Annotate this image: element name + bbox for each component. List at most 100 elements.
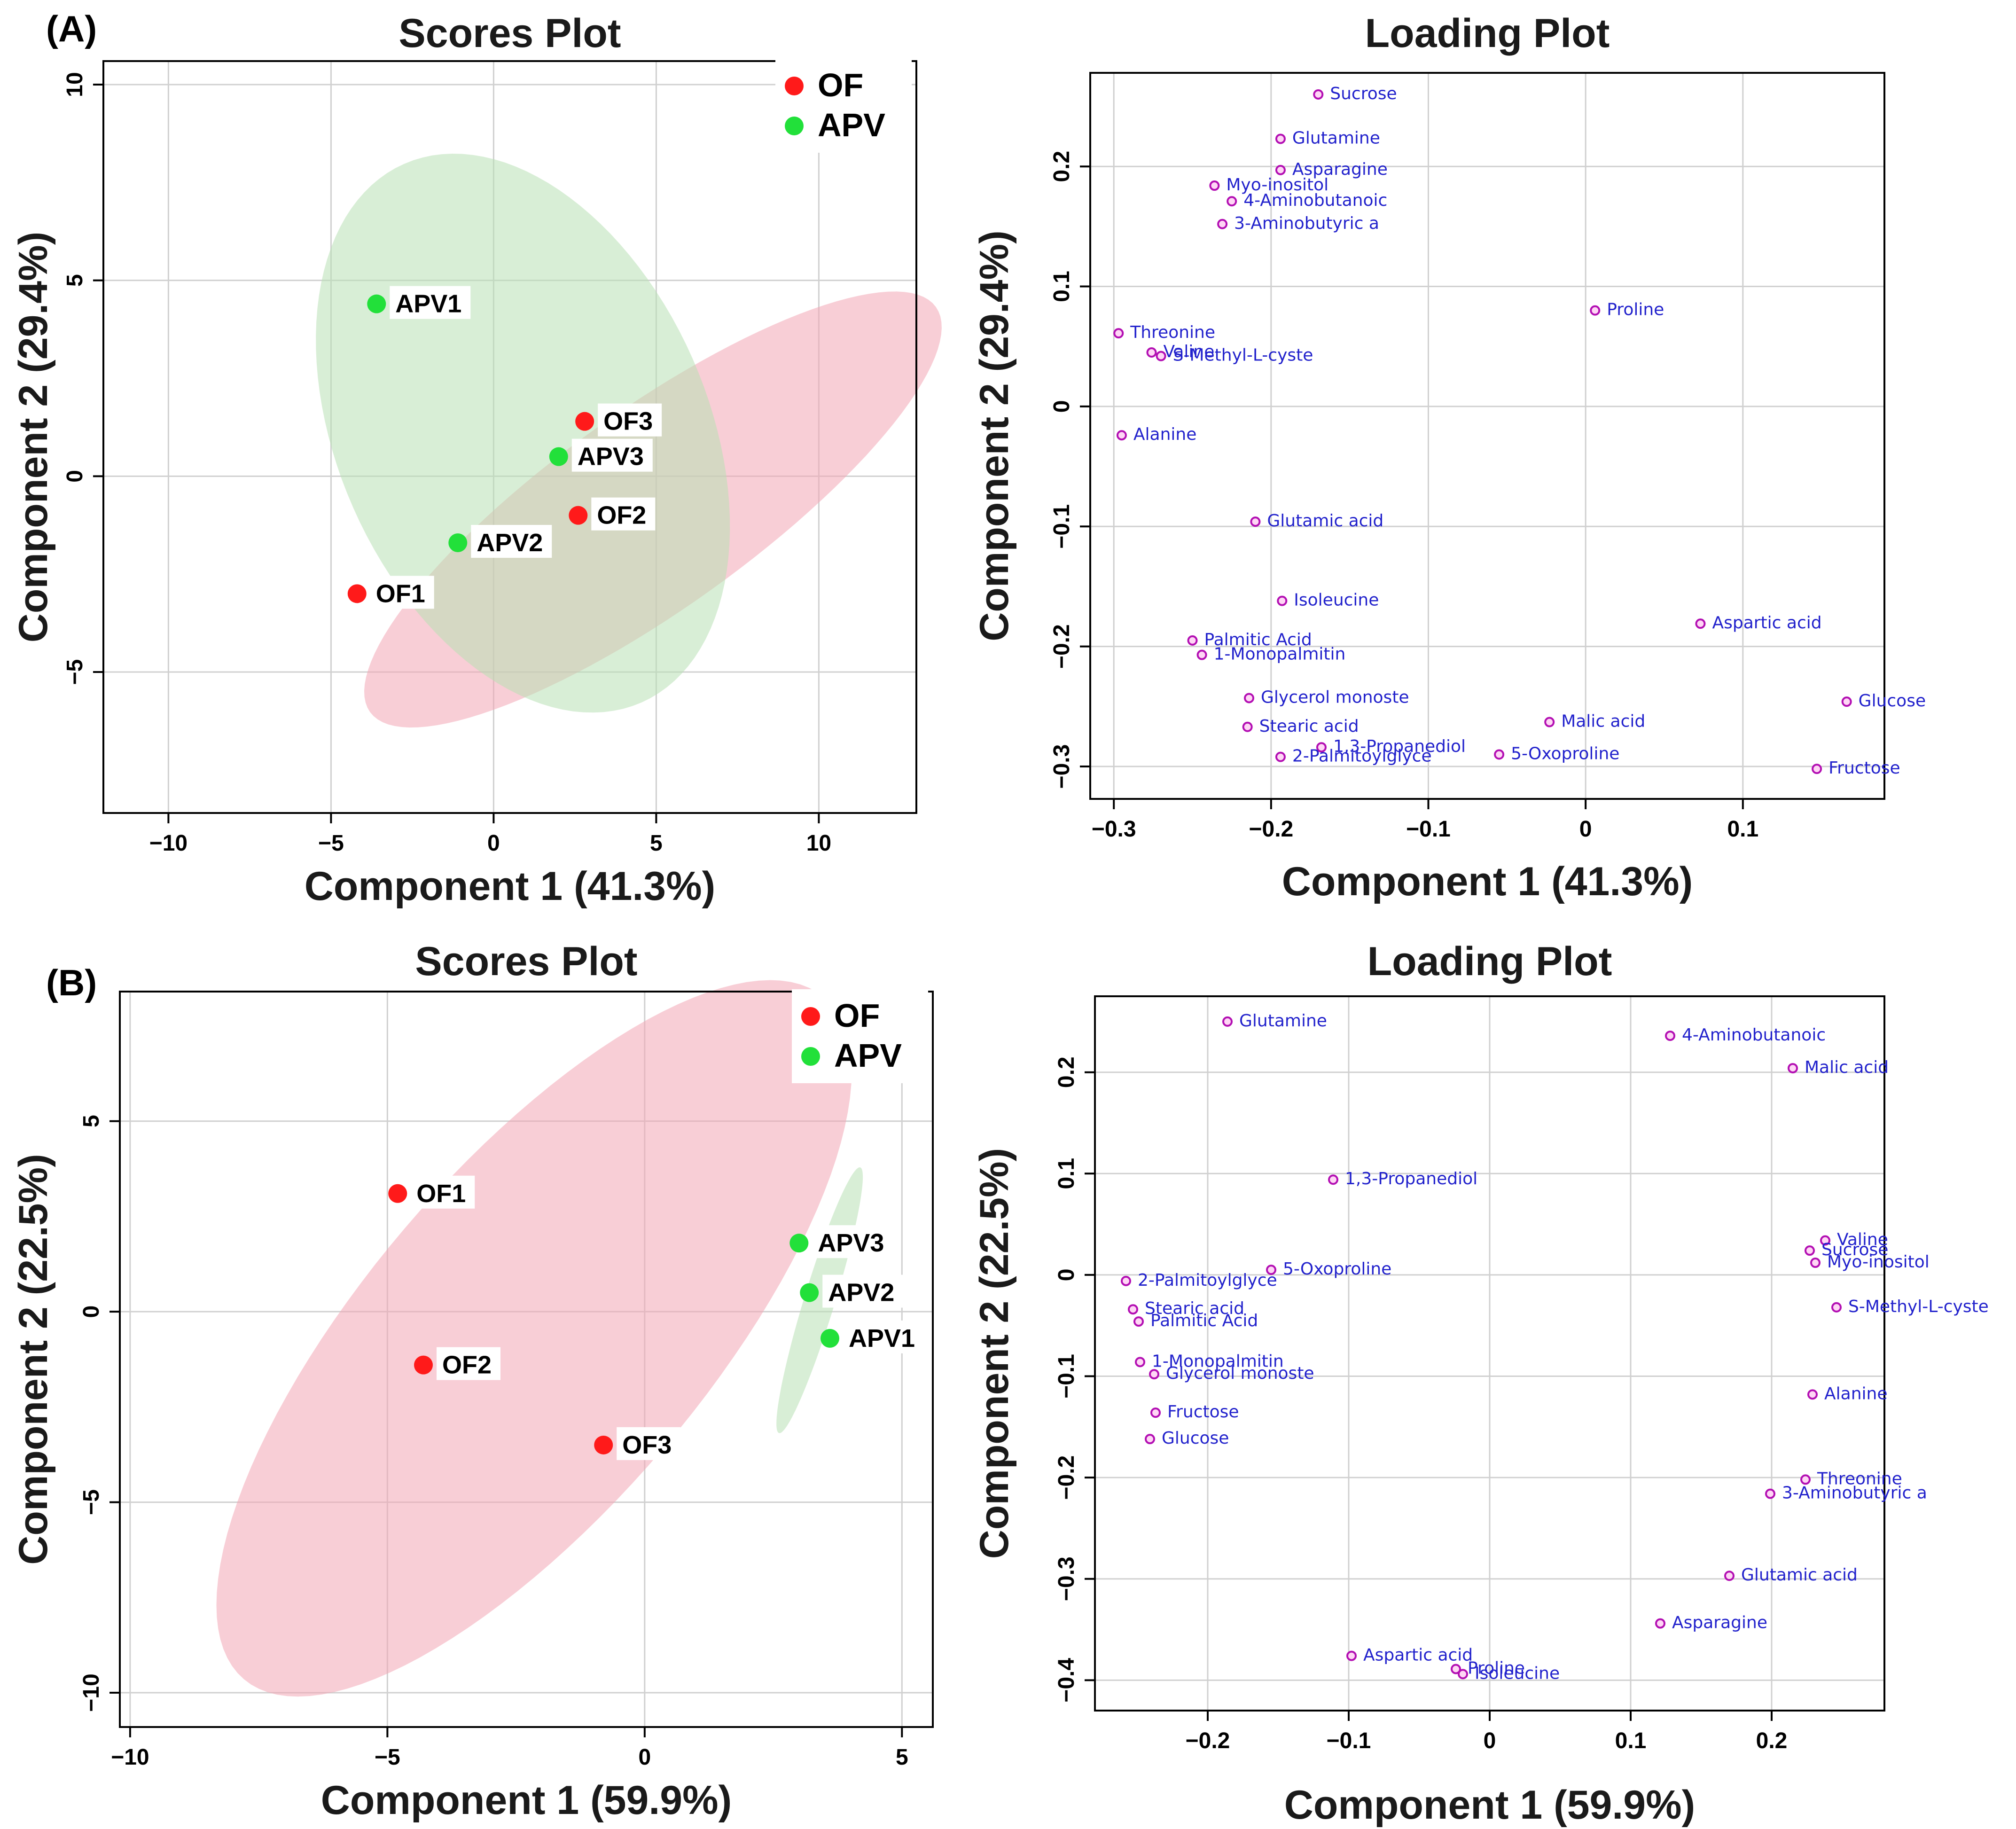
b-loading-label-aspartic-acid: Aspartic acid (1363, 1646, 1473, 1665)
b-loading-label-valine: Valine (1837, 1230, 1888, 1250)
a-loading-label-valine: Valine (1164, 342, 1215, 361)
a-legend-marker-of (785, 77, 804, 95)
b-legend-bg (792, 989, 928, 1083)
a-point-label-bg (471, 525, 552, 558)
b-loading-point-5-oxoproline (1266, 1265, 1276, 1275)
a-loading-label-fructose: Fructose (1828, 758, 1900, 778)
a-loading-label-glutamic-acid: Glutamic acid (1267, 511, 1383, 531)
b-loading-label-1-3-propanediol: 1,3-Propanediol (1345, 1169, 1477, 1188)
b-legend-marker-of (801, 1007, 820, 1026)
b-loading-label-s-methyl-l-cyste: S-Methyl-L-cyste (1848, 1297, 1989, 1316)
b-scores-ytick-label: 5 (79, 1115, 104, 1127)
a-loading-point-isoleucine (1277, 595, 1288, 606)
b-loading-label-asparagine: Asparagine (1672, 1613, 1767, 1633)
a-point-label-of2: OF2 (597, 501, 646, 530)
b-point-apv3 (789, 1234, 809, 1253)
a-loadings-ytick-label: −0.1 (1049, 504, 1074, 549)
b-point-label-bg (822, 1274, 904, 1308)
a-loading-point-valine (1146, 347, 1157, 358)
chart-a-loadings: Loading Plot −0.3 −0.2 −0.1 0 0.1 −0.3 −0.2 −0.1… (972, 11, 1926, 904)
a-loading-label-glycerol-monoste: Glycerol monoste (1261, 688, 1409, 707)
a-loading-label-alanine: Alanine (1133, 425, 1196, 444)
a-loadings-xtick-label: 0.1 (1727, 817, 1758, 842)
a-loading-point-proline (1590, 305, 1601, 316)
a-scores-ytick-label: 10 (63, 72, 87, 97)
a-loading-point-2-palmitoylglyce (1275, 751, 1286, 762)
b-scores-xtick-label: 0 (638, 1745, 651, 1770)
b-scores-xtick-label: −10 (111, 1745, 149, 1770)
b-loading-label-3-aminobutyric-a: 3-Aminobutyric a (1782, 1484, 1927, 1503)
b-loading-label-5-oxoproline: 5-Oxoproline (1283, 1259, 1391, 1279)
a-point-of2 (569, 506, 588, 525)
a-loading-label-stearic-acid: Stearic acid (1259, 717, 1359, 736)
b-point-label-bg (617, 1427, 681, 1460)
b-loadings-ylabel: Component 2 (22.5%) (972, 1148, 1017, 1559)
a-loading-label-threonine: Threonine (1130, 323, 1215, 342)
a-point-apv2 (448, 533, 468, 552)
a-scores-ytick-label: 0 (63, 470, 87, 483)
b-loading-point-s-methyl-l-cyste (1831, 1302, 1842, 1313)
a-ellipse-apv (316, 154, 730, 713)
b-loading-point-4-aminobutanoic (1665, 1031, 1675, 1041)
a-loadings-xtick-label: −0.3 (1092, 817, 1136, 842)
b-loading-label-stearic-acid: Stearic acid (1145, 1299, 1244, 1318)
chart-a-scores: Scores Plot −10 −5 0 5 10 −5 0 5 10 Component 1 (4… (11, 11, 942, 909)
a-legend-label-apv: APV (818, 107, 885, 143)
b-point-of3 (594, 1435, 613, 1454)
b-loading-label-sucrose: Sucrose (1821, 1240, 1888, 1259)
b-loadings-xtick-label: −0.1 (1327, 1728, 1371, 1753)
b-point-label-bg (411, 1175, 475, 1209)
b-legend-label-apv: APV (834, 1037, 902, 1074)
a-loading-point-4-aminobutanoic (1227, 196, 1237, 207)
a-loading-point-alanine (1116, 430, 1127, 441)
a-legend-marker-apv (785, 117, 804, 135)
a-loading-point-myo-inositol (1209, 180, 1220, 191)
b-loadings-ytick-label: −0.1 (1054, 1354, 1079, 1399)
b-loadings-ytick-label: 0.2 (1054, 1056, 1079, 1088)
a-loading-point-1-3-propanediol (1316, 742, 1327, 753)
a-loading-point-glutamine (1275, 133, 1286, 144)
a-loading-point-stearic-acid (1242, 721, 1253, 732)
b-loadings-ytick-label: 0.1 (1054, 1158, 1079, 1189)
b-loadings-title: Loading Plot (1367, 939, 1612, 984)
b-ellipse-of (216, 980, 852, 1697)
b-loading-point-3-aminobutyric-a (1765, 1488, 1775, 1499)
a-loading-point-1-monopalmitin (1196, 649, 1207, 660)
a-scores-xtick-label: 5 (650, 831, 663, 856)
b-loadings-xtick-label: 0 (1484, 1728, 1496, 1753)
b-loading-label-glutamic-acid: Glutamic acid (1741, 1565, 1858, 1585)
a-point-label-of3: OF3 (603, 407, 653, 436)
b-loading-point-glycerol-monoste (1149, 1369, 1159, 1380)
b-loading-label-palmitic-acid: Palmitic Acid (1150, 1311, 1258, 1330)
b-scores-ylabel: Component 2 (22.5%) (11, 1154, 56, 1564)
a-loading-label-myo-inositol: Myo-inositol (1226, 175, 1328, 195)
a-loading-label-malic-acid: Malic acid (1561, 712, 1645, 731)
a-scores-xtick-label: −5 (318, 831, 344, 856)
a-loadings-xtick-label: 0 (1579, 817, 1592, 842)
a-point-label-bg (571, 438, 653, 472)
b-loading-label-glutamine: Glutamine (1239, 1011, 1327, 1031)
b-scores-xlabel: Component 1 (59.9%) (321, 1778, 732, 1823)
a-point-label-bg (390, 286, 471, 319)
b-loading-point-palmitic-acid (1133, 1316, 1144, 1327)
b-point-label-of1: OF1 (416, 1180, 466, 1208)
a-scores-frame (102, 60, 917, 814)
a-loading-label-sucrose: Sucrose (1330, 84, 1397, 103)
b-loading-label-alanine: Alanine (1824, 1384, 1887, 1403)
a-loading-point-s-methyl-l-cyste (1156, 351, 1166, 361)
a-loading-label-s-methyl-l-cyste: S-Methyl-L-cyste (1173, 346, 1313, 365)
b-loading-label-isoleucine: Isoleucine (1475, 1664, 1560, 1683)
a-loadings-ytick-label: 0 (1049, 400, 1074, 413)
a-loading-label-aspartic-acid: Aspartic acid (1712, 613, 1821, 633)
b-loading-label-glycerol-monoste: Glycerol monoste (1166, 1364, 1314, 1383)
b-loading-point-myo-inositol (1810, 1258, 1821, 1268)
b-point-label-bg (843, 1320, 924, 1353)
a-loadings-ytick-label: −0.3 (1049, 744, 1074, 789)
panel-b-label: (B) (46, 962, 97, 1003)
b-loadings-xtick-label: 0.2 (1756, 1728, 1788, 1753)
b-loading-point-valine (1820, 1235, 1830, 1246)
b-scores-xtick-label: 5 (896, 1745, 908, 1770)
a-point-label-bg (370, 576, 434, 609)
a-loading-label-4-aminobutanoic: 4-Aminobutanoic (1243, 191, 1387, 210)
b-loading-label-1-monopalmitin: 1-Monopalmitin (1152, 1352, 1284, 1371)
